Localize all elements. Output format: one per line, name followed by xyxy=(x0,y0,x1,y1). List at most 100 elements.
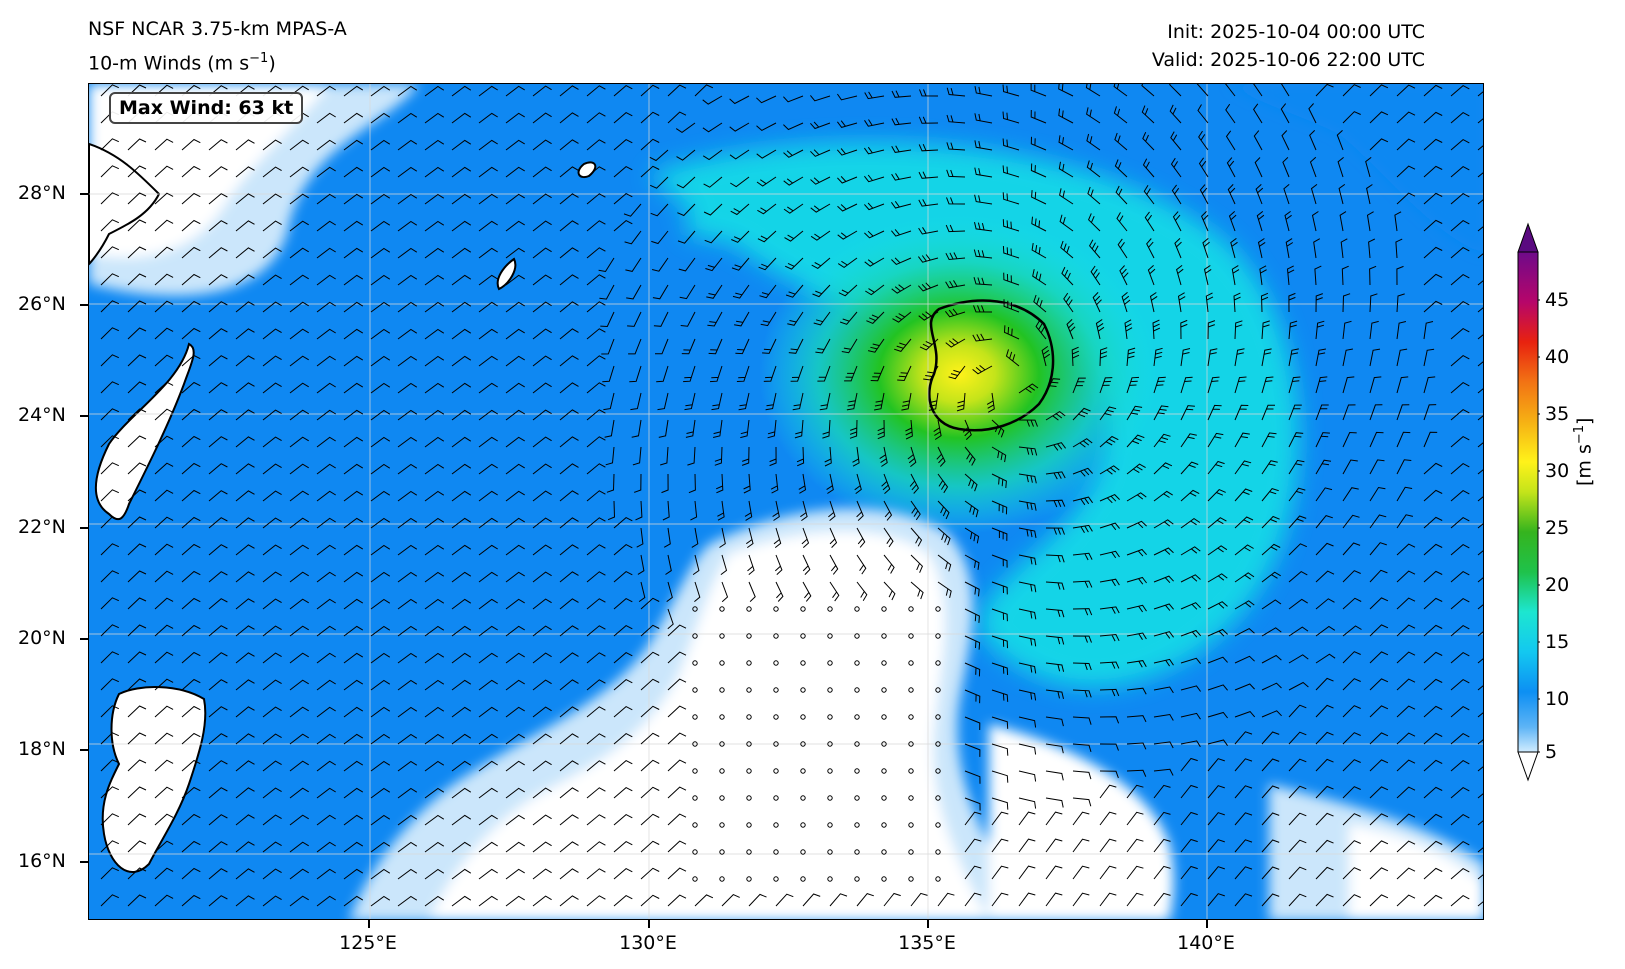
wind-barb xyxy=(532,544,552,556)
wind-barb xyxy=(370,841,391,853)
wind-barb xyxy=(316,355,336,367)
wind-barb xyxy=(732,284,750,299)
wind-barb xyxy=(208,490,228,502)
wind-barb xyxy=(343,895,364,907)
wind-barb xyxy=(1396,732,1416,745)
calm-wind-circle xyxy=(935,795,941,801)
wind-barb xyxy=(1207,601,1228,610)
wind-barb xyxy=(1477,712,1483,718)
wind-barb xyxy=(451,220,472,232)
wind-barb xyxy=(235,301,255,313)
wind-barb xyxy=(635,500,643,521)
wind-barb xyxy=(1141,84,1155,97)
wind-barb xyxy=(1207,628,1228,637)
wind-barb xyxy=(289,193,309,205)
wind-barb xyxy=(1256,211,1265,232)
wind-barb xyxy=(397,895,418,907)
wind-barb xyxy=(1288,839,1307,853)
wind-barb xyxy=(1153,838,1171,853)
wind-barb xyxy=(1121,292,1131,313)
wind-barb xyxy=(1477,874,1483,880)
wind-barb xyxy=(1342,597,1362,610)
wind-barb xyxy=(1234,839,1253,853)
wind-barb xyxy=(1288,348,1299,367)
wind-barb xyxy=(937,527,951,546)
wind-barb xyxy=(1099,435,1119,448)
wind-barb xyxy=(1002,165,1020,178)
wind-barb xyxy=(586,382,606,394)
wind-barb xyxy=(910,527,923,547)
wind-barb xyxy=(1477,901,1483,907)
wind-barb xyxy=(1153,631,1174,639)
wind-barb xyxy=(865,284,885,296)
wind-barb xyxy=(1072,716,1092,725)
lat-tick-label: 22°N xyxy=(18,516,66,538)
wind-barb xyxy=(478,598,498,610)
wind-barb xyxy=(505,139,525,151)
wind-barb xyxy=(1450,597,1470,610)
wind-barb xyxy=(1171,184,1182,205)
wind-barb xyxy=(837,120,858,128)
wind-barb xyxy=(424,220,445,232)
wind-barb xyxy=(154,543,174,556)
wind-barb xyxy=(1450,300,1470,313)
calm-wind-circle xyxy=(773,606,779,612)
wind-barb xyxy=(1234,785,1253,799)
wind-barb xyxy=(181,867,201,880)
wind-barb xyxy=(559,517,579,529)
wind-barb xyxy=(1045,471,1066,480)
wind-barb xyxy=(607,500,616,521)
wind-barb xyxy=(1033,294,1047,313)
wind-barb xyxy=(397,436,418,448)
wind-barb xyxy=(181,435,201,448)
wind-barb xyxy=(343,193,364,205)
wind-barb xyxy=(763,365,777,382)
field-title: 10-m Winds (m s−1) xyxy=(88,51,276,75)
wind-barb xyxy=(1018,383,1039,394)
wind-barb xyxy=(1315,598,1335,610)
calm-wind-circle xyxy=(854,795,860,801)
calm-wind-circle xyxy=(908,876,914,882)
wind-barb xyxy=(532,598,552,610)
calm-wind-circle xyxy=(881,822,887,828)
wind-barb xyxy=(154,732,174,745)
wind-barb xyxy=(235,571,255,583)
wind-barb xyxy=(1368,238,1376,259)
calm-wind-circle xyxy=(854,660,860,666)
wind-barb xyxy=(1315,893,1334,907)
wind-barb xyxy=(1342,867,1361,880)
wind-barb xyxy=(743,473,751,494)
wind-barb xyxy=(986,392,995,413)
wind-barb xyxy=(972,365,993,375)
wind-barb xyxy=(208,409,228,421)
calm-wind-circle xyxy=(746,633,752,639)
wind-barb xyxy=(370,139,391,151)
wind-barb xyxy=(505,544,525,556)
chart-title: NSF NCAR 3.75-km MPAS-A 10-m Winds (m s−… xyxy=(88,14,347,78)
wind-barb xyxy=(748,893,767,907)
wind-barb xyxy=(370,328,391,340)
wind-barb xyxy=(1450,570,1470,583)
wind-barb xyxy=(1180,629,1202,638)
wind-barb xyxy=(1045,499,1066,508)
wind-barb xyxy=(1142,131,1155,151)
wind-barb xyxy=(918,199,939,207)
wind-barb xyxy=(451,841,472,853)
wind-barb xyxy=(1423,570,1443,583)
wind-barb xyxy=(864,257,885,267)
wind-barb xyxy=(1396,431,1411,448)
wind-barb xyxy=(208,787,228,799)
wind-barb xyxy=(181,894,201,907)
wind-barb xyxy=(154,408,174,421)
wind-barb xyxy=(100,462,120,475)
wind-barb xyxy=(397,706,418,718)
wind-barb xyxy=(127,570,147,583)
wind-barb xyxy=(1153,686,1174,694)
wind-barb xyxy=(1207,785,1225,799)
wind-barb xyxy=(1045,716,1064,727)
wind-barb xyxy=(1261,731,1280,745)
wind-barb xyxy=(559,895,579,907)
wind-barb xyxy=(811,257,831,270)
wind-barb xyxy=(1045,608,1065,618)
wind-barb xyxy=(1423,165,1443,178)
